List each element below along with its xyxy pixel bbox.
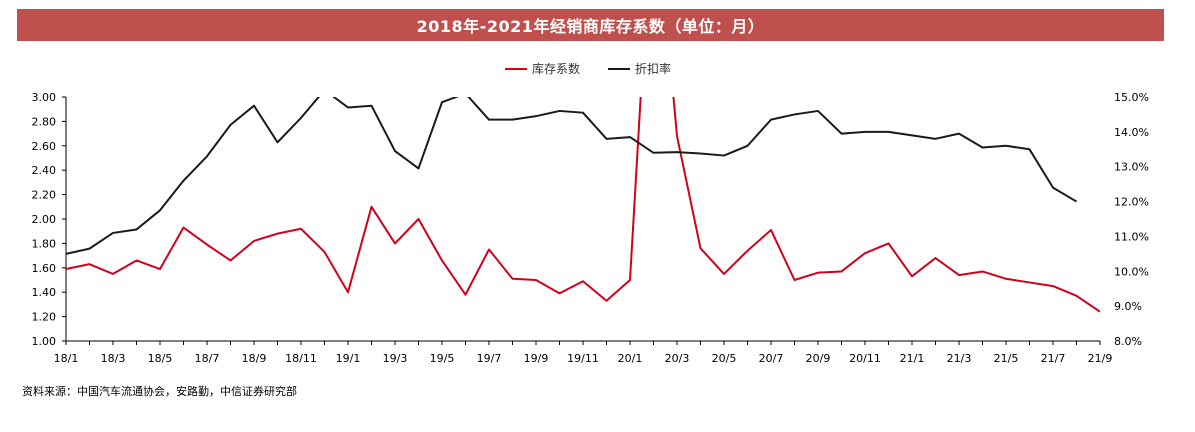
x-axis-tick-label: 19/5 — [430, 352, 455, 365]
x-axis-tick-label: 19/9 — [524, 352, 549, 365]
legend-label-discount: 折扣率 — [635, 61, 671, 76]
right-axis-tick-label: 11.0% — [1114, 230, 1149, 243]
x-axis-tick-label: 19/1 — [336, 352, 361, 365]
series-line-discount — [66, 97, 1078, 255]
right-axis-tick-label: 14.0% — [1114, 126, 1149, 139]
legend-label-inventory: 库存系数 — [532, 61, 580, 76]
left-axis-tick-label: 2.20 — [32, 189, 57, 202]
x-axis-tick-label: 19/3 — [383, 352, 408, 365]
x-axis-tick-label: 21/7 — [1041, 352, 1066, 365]
x-axis-tick-label: 21/3 — [947, 352, 972, 365]
right-axis-tick-label: 10.0% — [1114, 265, 1149, 278]
x-axis-tick-label: 18/11 — [285, 352, 317, 365]
x-axis-tick-label: 20/11 — [849, 352, 881, 365]
axes: 1.00 1.20 1.40 1.60 1.80 2.00 2.20 2.40 2.60 2.80… — [32, 91, 1149, 365]
x-axis-tick-label: 18/3 — [101, 352, 126, 365]
source-note: 资料来源：中国汽车流通协会，安路勤，中信证券研究部 — [22, 385, 297, 398]
left-axis-tick-label: 2.40 — [32, 164, 57, 177]
x-axis-tick-label: 19/7 — [477, 352, 502, 365]
x-axis-tick-label: 21/5 — [994, 352, 1019, 365]
x-axis-tick-label: 20/5 — [712, 352, 737, 365]
right-axis-tick-label: 8.0% — [1114, 335, 1142, 348]
x-axis-tick-label: 18/1 — [54, 352, 79, 365]
chart-title: 2018年-2021年经销商库存系数（单位：月） — [416, 17, 765, 36]
x-axis-tick-label: 21/9 — [1088, 352, 1113, 365]
x-axis-tick-label: 21/1 — [900, 352, 925, 365]
left-axis-tick-label: 1.80 — [32, 237, 57, 250]
x-axis-tick-label: 20/3 — [665, 352, 690, 365]
x-axis-tick-label: 18/9 — [242, 352, 267, 365]
left-axis-tick-label: 1.40 — [32, 286, 57, 299]
left-axis-tick-label: 1.00 — [32, 335, 57, 348]
legend: 库存系数 折扣率 — [505, 61, 671, 76]
left-axis-tick-label: 3.00 — [32, 91, 57, 104]
series-line-inventory — [66, 97, 1100, 313]
right-axis-tick-label: 15.0% — [1114, 91, 1149, 104]
x-axis-tick-label: 20/1 — [618, 352, 643, 365]
x-axis-tick-label: 19/11 — [567, 352, 599, 365]
x-axis-tick-label: 20/7 — [759, 352, 784, 365]
chart-title-bar: 2018年-2021年经销商库存系数（单位：月） — [17, 9, 1164, 41]
left-axis-tick-label: 1.60 — [32, 262, 57, 275]
plot-area — [66, 97, 1100, 313]
x-axis-tick-label: 18/7 — [195, 352, 220, 365]
x-axis-tick-label: 20/9 — [806, 352, 831, 365]
left-axis-tick-label: 2.60 — [32, 140, 57, 153]
right-axis-tick-label: 9.0% — [1114, 300, 1142, 313]
right-axis-tick-label: 12.0% — [1114, 196, 1149, 209]
x-axis-tick-label: 18/5 — [148, 352, 173, 365]
left-axis-tick-label: 1.20 — [32, 311, 57, 324]
left-axis-tick-label: 2.80 — [32, 115, 57, 128]
right-axis-tick-label: 13.0% — [1114, 161, 1149, 174]
left-axis-tick-label: 2.00 — [32, 213, 57, 226]
